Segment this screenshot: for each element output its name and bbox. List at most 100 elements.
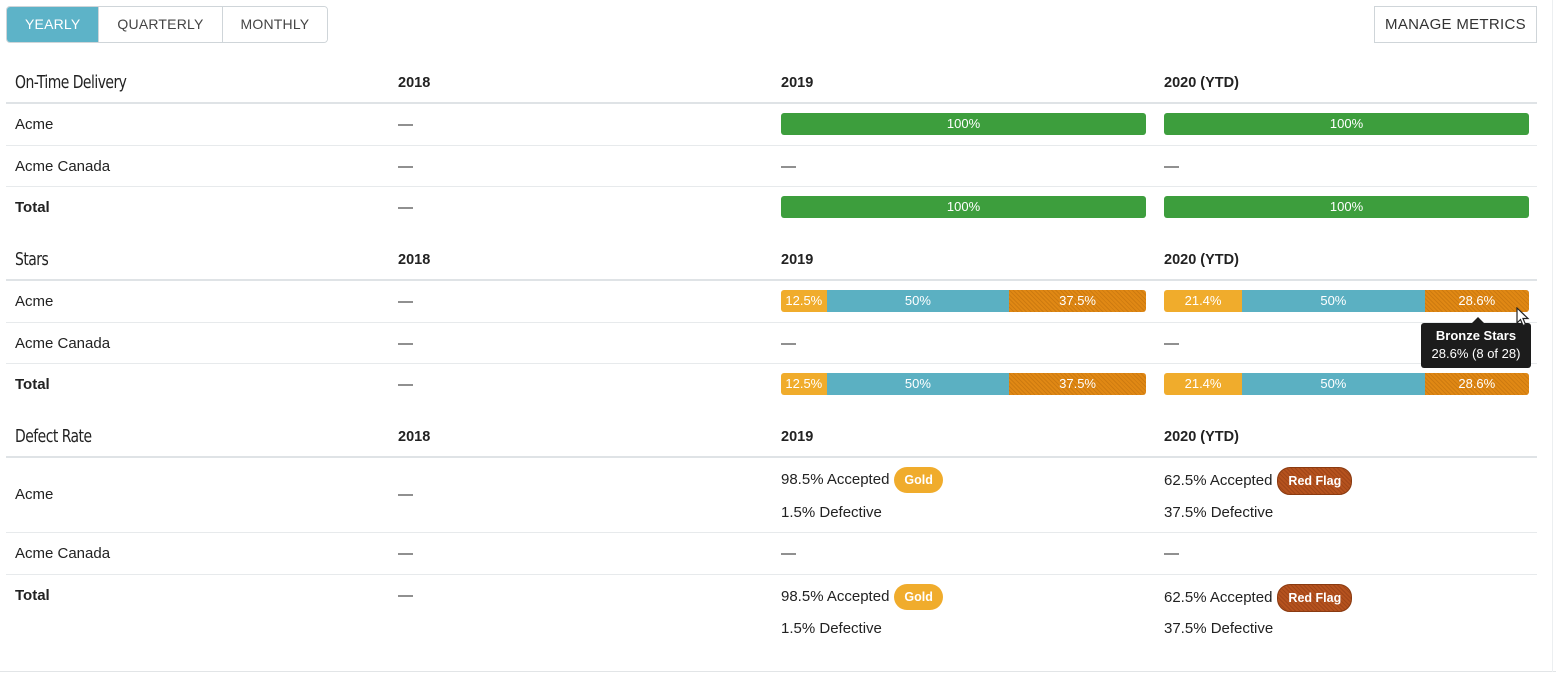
bronze-stars-segment[interactable]: 37.5% bbox=[1009, 373, 1146, 395]
gold-badge: Gold bbox=[894, 584, 943, 610]
row-label: Total bbox=[15, 587, 50, 604]
accepted-cell-2019: 98.5% Accepted Gold bbox=[781, 584, 943, 610]
red-flag-badge: Red Flag bbox=[1277, 467, 1353, 495]
empty-value: — bbox=[1164, 545, 1179, 562]
column-header-2018: 2018 bbox=[398, 429, 431, 445]
row-label: Total bbox=[15, 376, 50, 393]
bottom-divider bbox=[0, 671, 1556, 672]
silver-stars-segment[interactable]: 50% bbox=[826, 373, 1010, 395]
section-title: On-Time Delivery bbox=[15, 72, 127, 93]
empty-value: — bbox=[781, 335, 796, 352]
tooltip-title: Bronze Stars bbox=[1435, 328, 1517, 343]
on-time-bar-2020: 100% bbox=[1164, 196, 1529, 218]
empty-value: — bbox=[1164, 158, 1179, 175]
row-label: Acme Canada bbox=[15, 158, 111, 175]
silver-stars-segment[interactable]: 50% bbox=[1242, 290, 1425, 312]
accepted-text: 62.5% Accepted bbox=[1164, 588, 1273, 606]
empty-value: — bbox=[398, 158, 413, 175]
accepted-text: 62.5% Accepted bbox=[1164, 471, 1273, 489]
accepted-cell-2020: 62.5% Accepted Red Flag bbox=[1164, 467, 1353, 495]
column-header-2020: 2020 (YTD) bbox=[1164, 252, 1239, 268]
table-row: Acme Canada — — — bbox=[6, 323, 1537, 364]
empty-value: — bbox=[398, 199, 413, 216]
gold-stars-segment[interactable]: 12.5% bbox=[781, 373, 827, 395]
on-time-bar-2019: 100% bbox=[781, 113, 1146, 135]
table-row-total: Total — 98.5% Accepted Gold 1.5% Defectiv… bbox=[6, 575, 1537, 651]
section-header: On-Time Delivery 2018 2019 2020 (YTD) bbox=[6, 68, 1537, 104]
section-defect-rate: Defect Rate 2018 2019 2020 (YTD) Acme — … bbox=[6, 422, 1537, 651]
stars-bar-2020: 21.4% 50% 28.6% bbox=[1164, 373, 1529, 395]
silver-stars-segment[interactable]: 50% bbox=[826, 290, 1010, 312]
accepted-cell-2019: 98.5% Accepted Gold bbox=[781, 467, 943, 493]
empty-value: — bbox=[1164, 335, 1179, 352]
row-label: Total bbox=[15, 199, 50, 216]
column-header-2019: 2019 bbox=[781, 429, 814, 445]
empty-value: — bbox=[398, 293, 413, 310]
row-label: Acme Canada bbox=[15, 335, 111, 352]
row-label: Acme bbox=[15, 293, 54, 310]
empty-value: — bbox=[398, 335, 413, 352]
table-row: Acme Canada — — — bbox=[6, 146, 1537, 187]
tab-monthly[interactable]: MONTHLY bbox=[222, 7, 328, 42]
on-time-bar-2019: 100% bbox=[781, 196, 1146, 218]
empty-value: — bbox=[781, 545, 796, 562]
empty-value: — bbox=[398, 545, 413, 562]
column-header-2019: 2019 bbox=[781, 252, 814, 268]
stars-bar-2019: 12.5% 50% 37.5% bbox=[781, 373, 1146, 395]
stars-bar-2019: 12.5% 50% 37.5% bbox=[781, 290, 1146, 312]
column-header-2018: 2018 bbox=[398, 75, 431, 91]
bar-segment: 100% bbox=[1164, 196, 1529, 218]
gold-stars-segment[interactable]: 21.4% bbox=[1164, 373, 1243, 395]
manage-metrics-button[interactable]: MANAGE METRICS bbox=[1374, 6, 1537, 43]
section-title: Defect Rate bbox=[15, 426, 92, 447]
row-label: Acme Canada bbox=[15, 545, 111, 562]
silver-stars-segment[interactable]: 50% bbox=[1242, 373, 1425, 395]
section-header: Stars 2018 2019 2020 (YTD) bbox=[6, 245, 1537, 281]
gold-stars-segment[interactable]: 21.4% bbox=[1164, 290, 1243, 312]
section-header: Defect Rate 2018 2019 2020 (YTD) bbox=[6, 422, 1537, 458]
table-row: Acme Canada — — — bbox=[6, 533, 1537, 575]
bronze-stars-tooltip: Bronze Stars 28.6% (8 of 28) bbox=[1421, 317, 1531, 368]
red-flag-badge: Red Flag bbox=[1277, 584, 1353, 612]
bar-segment: 100% bbox=[781, 196, 1146, 218]
accepted-text: 98.5% Accepted bbox=[781, 587, 890, 605]
table-row-total: Total — 100% 100% bbox=[6, 187, 1537, 229]
table-row-total: Total — 12.5% 50% 37.5% 21.4% 50% 28.6% bbox=[6, 364, 1537, 406]
tab-quarterly[interactable]: QUARTERLY bbox=[99, 7, 223, 42]
defective-text: 37.5% Defective bbox=[1164, 620, 1274, 637]
section-stars: Stars 2018 2019 2020 (YTD) Acme — 12.5% 5… bbox=[6, 245, 1537, 406]
column-header-2020: 2020 (YTD) bbox=[1164, 75, 1239, 91]
on-time-bar-2020: 100% bbox=[1164, 113, 1529, 135]
section-on-time-delivery: On-Time Delivery 2018 2019 2020 (YTD) Ac… bbox=[6, 68, 1537, 229]
accepted-cell-2020: 62.5% Accepted Red Flag bbox=[1164, 584, 1353, 612]
row-label: Acme bbox=[15, 116, 54, 133]
gold-stars-segment[interactable]: 12.5% bbox=[781, 290, 827, 312]
defective-text: 1.5% Defective bbox=[781, 620, 882, 637]
stars-bar-2020[interactable]: 21.4% 50% 28.6% bbox=[1164, 290, 1529, 312]
bar-segment: 100% bbox=[1164, 113, 1529, 135]
section-title: Stars bbox=[15, 249, 49, 270]
table-row: Acme — 98.5% Accepted Gold 1.5% Defective… bbox=[6, 458, 1537, 533]
gold-badge: Gold bbox=[894, 467, 943, 493]
empty-value: — bbox=[398, 486, 413, 503]
empty-value: — bbox=[398, 587, 413, 604]
column-header-2018: 2018 bbox=[398, 252, 431, 268]
column-header-2020: 2020 (YTD) bbox=[1164, 429, 1239, 445]
empty-value: — bbox=[398, 376, 413, 393]
bronze-stars-segment[interactable]: 37.5% bbox=[1009, 290, 1146, 312]
row-label: Acme bbox=[15, 486, 54, 503]
defective-text: 37.5% Defective bbox=[1164, 504, 1274, 521]
defective-text: 1.5% Defective bbox=[781, 504, 882, 521]
column-header-2019: 2019 bbox=[781, 75, 814, 91]
bar-segment: 100% bbox=[781, 113, 1146, 135]
period-tabs: YEARLY QUARTERLY MONTHLY bbox=[6, 6, 329, 43]
empty-value: — bbox=[781, 158, 796, 175]
accepted-text: 98.5% Accepted bbox=[781, 470, 890, 488]
bronze-stars-segment[interactable]: 28.6% bbox=[1424, 290, 1529, 312]
right-divider bbox=[1552, 0, 1553, 672]
bronze-stars-segment[interactable]: 28.6% bbox=[1424, 373, 1529, 395]
table-row: Acme — 100% 100% bbox=[6, 104, 1537, 146]
tooltip-value: 28.6% (8 of 28) bbox=[1431, 346, 1521, 361]
empty-value: — bbox=[398, 116, 413, 133]
tab-yearly[interactable]: YEARLY bbox=[7, 7, 100, 42]
